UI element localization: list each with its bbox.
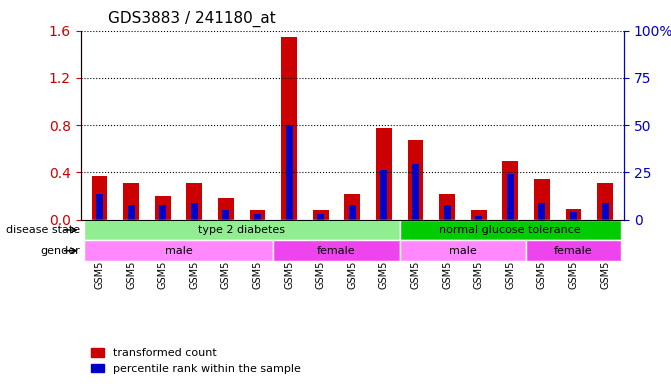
FancyBboxPatch shape — [400, 240, 526, 261]
Bar — [601, 203, 609, 220]
Text: female: female — [554, 246, 592, 256]
Bar — [597, 183, 613, 220]
FancyBboxPatch shape — [273, 240, 400, 261]
Bar — [91, 176, 107, 220]
Text: male: male — [164, 246, 193, 256]
Bar — [507, 174, 514, 220]
Bar — [538, 203, 546, 220]
Bar — [349, 205, 356, 220]
FancyBboxPatch shape — [400, 220, 621, 240]
Legend: transformed count, percentile rank within the sample: transformed count, percentile rank withi… — [86, 344, 305, 379]
Bar — [376, 127, 392, 220]
Bar — [471, 210, 486, 220]
Bar — [570, 212, 577, 220]
Text: female: female — [317, 246, 356, 256]
Bar — [407, 141, 423, 220]
Bar — [444, 205, 451, 220]
Bar — [534, 179, 550, 220]
Bar — [344, 194, 360, 220]
Bar — [503, 161, 518, 220]
Bar — [412, 164, 419, 220]
Bar — [254, 214, 261, 220]
Bar — [475, 216, 482, 220]
Bar — [123, 183, 139, 220]
Bar — [159, 205, 166, 220]
Text: normal glucose tolerance: normal glucose tolerance — [440, 225, 581, 235]
Bar — [566, 209, 581, 220]
Bar — [380, 170, 387, 220]
Bar — [286, 125, 293, 220]
Bar — [187, 183, 202, 220]
Text: disease state: disease state — [7, 225, 81, 235]
Text: male: male — [449, 246, 477, 256]
Bar — [222, 210, 229, 220]
Text: GDS3883 / 241180_at: GDS3883 / 241180_at — [107, 10, 276, 26]
Bar — [313, 210, 329, 220]
Bar — [96, 194, 103, 220]
Bar — [317, 214, 324, 220]
Bar — [155, 196, 170, 220]
Bar — [440, 194, 455, 220]
Text: type 2 diabetes: type 2 diabetes — [198, 225, 285, 235]
FancyBboxPatch shape — [84, 220, 400, 240]
Bar — [250, 210, 265, 220]
Bar — [127, 205, 135, 220]
Text: gender: gender — [41, 246, 81, 256]
Bar — [281, 36, 297, 220]
FancyBboxPatch shape — [526, 240, 621, 261]
FancyBboxPatch shape — [84, 240, 273, 261]
Bar — [191, 203, 198, 220]
Bar — [218, 198, 234, 220]
